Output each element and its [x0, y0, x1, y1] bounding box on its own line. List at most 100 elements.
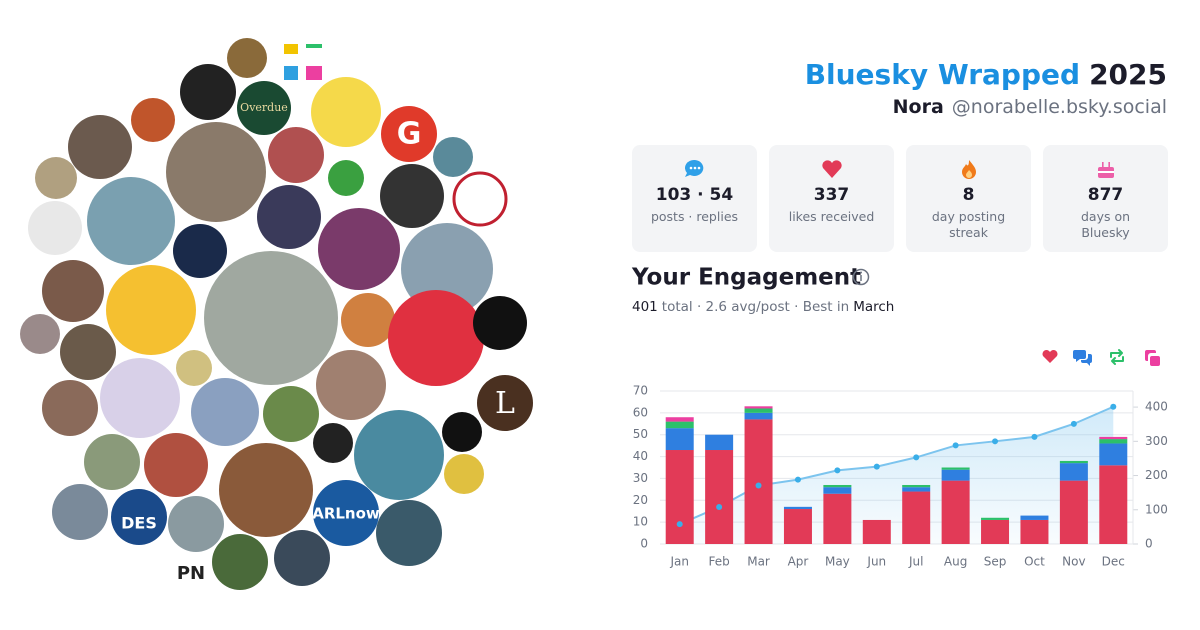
line-point [834, 467, 841, 474]
legend-icon[interactable] [1073, 350, 1092, 366]
avatar [313, 480, 379, 546]
avatar [42, 380, 98, 436]
stat-value: 337 [813, 185, 850, 205]
legend-glyph [1073, 350, 1092, 366]
bar-segment [783, 509, 812, 544]
avatar [274, 530, 330, 586]
avatar [180, 64, 236, 120]
legend-glyph [1145, 350, 1160, 366]
line-point [1110, 403, 1117, 410]
x-tick-label: Dec [1102, 555, 1125, 569]
stat-label: days on Bluesky [1080, 209, 1131, 240]
bar-segment [902, 487, 931, 492]
avatar-label: L [495, 386, 515, 421]
stat-label: posts · replies [650, 209, 739, 224]
avatar [354, 410, 444, 500]
bar-segment [1099, 439, 1128, 444]
avatar [219, 443, 313, 537]
avatar [268, 127, 324, 183]
bar-segment [1059, 463, 1088, 481]
bar-segment [1020, 515, 1049, 520]
x-tick-label: Apr [788, 555, 809, 569]
avatar [60, 324, 116, 380]
stat-value: 877 [1087, 185, 1124, 205]
line-point [794, 476, 801, 483]
avatar [306, 66, 322, 80]
y2-tick-label: 100 [1145, 502, 1168, 516]
y-tick-label: 20 [633, 493, 648, 507]
y-tick-label: 50 [633, 427, 648, 441]
line-point [992, 438, 999, 445]
bar-segment [1099, 443, 1128, 466]
line-point [873, 463, 880, 470]
avatar [376, 500, 442, 566]
page-title: Bluesky Wrapped 2025 [805, 58, 1167, 91]
y2-tick-label: 0 [1145, 537, 1153, 551]
stat-label: likes received [788, 209, 875, 224]
stat-card: 103 · 54 posts · replies [632, 145, 757, 252]
avatar [316, 350, 386, 420]
line-point [1031, 433, 1038, 440]
stat-card: 8 day posting streak [906, 145, 1031, 252]
stat-icon [821, 160, 842, 178]
stat-icon [684, 159, 703, 177]
bar-segment [665, 450, 694, 544]
avatar [131, 98, 175, 142]
avatar [381, 106, 437, 162]
avatar [306, 44, 322, 48]
x-tick-label: Aug [944, 555, 967, 569]
avatar [284, 66, 298, 80]
avatar [341, 293, 395, 347]
summary-best: March [853, 299, 894, 315]
title-year: 2025 [1089, 58, 1167, 91]
bar-segment [981, 519, 1010, 544]
bar-segment [1099, 465, 1128, 544]
avatar [52, 484, 108, 540]
avatar [204, 251, 338, 385]
y-tick-label: 40 [633, 449, 648, 463]
y2-tick-label: 400 [1145, 400, 1168, 414]
y2-tick-label: 200 [1145, 468, 1168, 482]
avatar [444, 454, 484, 494]
bar-segment [1099, 436, 1128, 440]
summary-text: total · 2.6 avg/post · Best in [662, 299, 849, 315]
avatar [42, 260, 104, 322]
avatar [452, 171, 508, 227]
info-icon[interactable] [852, 268, 870, 286]
avatar [28, 201, 82, 255]
bar-segment [941, 467, 970, 470]
stat-card: 337 likes received [769, 145, 894, 252]
legend-icon[interactable] [1110, 349, 1124, 365]
bar-segment [823, 493, 852, 544]
avatar [257, 185, 321, 249]
legend-icon[interactable] [1042, 349, 1058, 363]
avatar [166, 122, 266, 222]
user-line: Nora @norabelle.bsky.social [893, 96, 1167, 118]
avatar [35, 157, 77, 199]
bar-segment [823, 487, 852, 494]
bar-segment [941, 469, 970, 481]
user-handle: @norabelle.bsky.social [952, 96, 1167, 118]
avatar [388, 290, 484, 386]
bar-segment [744, 406, 773, 409]
avatar [477, 375, 533, 431]
y-tick-label: 10 [633, 515, 648, 529]
legend-glyph [1110, 349, 1124, 365]
bar-segment [823, 484, 852, 488]
x-tick-label: Sep [984, 555, 1007, 569]
bar-segment [744, 412, 773, 420]
avatar [20, 314, 60, 354]
section-title: Your Engagement [631, 265, 861, 291]
y-tick-label: 60 [633, 405, 648, 419]
bar-segment [665, 421, 694, 429]
avatar [191, 378, 259, 446]
legend-icon[interactable] [1145, 350, 1160, 366]
x-tick-label: Mar [747, 555, 770, 569]
avatar [473, 296, 527, 350]
x-tick-label: Jan [669, 555, 689, 569]
legend-glyph [1042, 349, 1058, 363]
avatar [68, 115, 132, 179]
avatar [100, 358, 180, 438]
avatar [237, 81, 291, 135]
